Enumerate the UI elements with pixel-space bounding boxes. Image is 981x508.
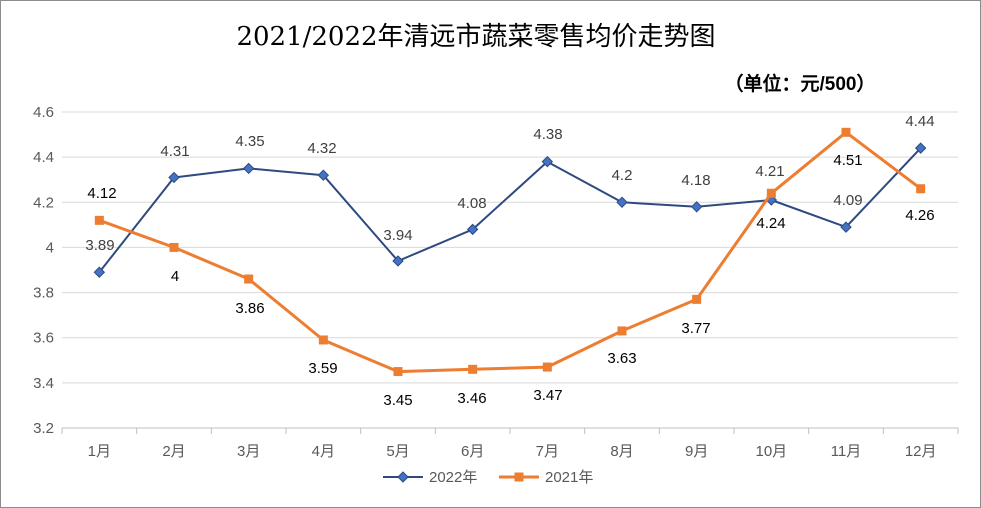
- unit-note: （单位：元/500）: [725, 72, 876, 95]
- data-label-2022: 4.09: [833, 192, 862, 209]
- data-label-2022: 4.2: [612, 167, 633, 184]
- data-label-2022: 4.44: [905, 113, 934, 130]
- y-tick-label: 4.2: [33, 194, 54, 211]
- series-layer: [93, 127, 927, 377]
- data-point-2022: [466, 223, 479, 236]
- data-point-2022: [840, 221, 852, 233]
- data-point-2022: [93, 266, 106, 278]
- data-labels: 3.89 4.31 4.35 4.32 3.94 4.08 4.38 4.2 4.18 4.21 4…: [85, 113, 934, 409]
- data-label-2021: 3.63: [607, 350, 636, 367]
- y-axis-ticks: 3.2 3.4 3.6 3.8 4 4.2 4.4 4.6: [33, 104, 54, 437]
- data-point-2022: [690, 201, 703, 213]
- x-tick-label: 11月: [831, 443, 862, 460]
- data-point-2021: [617, 326, 627, 336]
- data-point-2022: [541, 155, 554, 168]
- data-label-2022: 4.31: [160, 143, 189, 160]
- series-line-2021: [98, 130, 922, 374]
- y-tick-label: 3.6: [33, 330, 54, 347]
- data-point-2021: [94, 215, 104, 225]
- data-label-2021: 3.86: [235, 300, 264, 317]
- data-label-2021: 4.12: [87, 185, 116, 202]
- data-label-2021: 4: [171, 268, 179, 285]
- grid-lines: [62, 111, 958, 429]
- data-label-2022: 4.21: [755, 163, 784, 180]
- data-label-2022: 3.94: [383, 227, 412, 244]
- legend-marker-2021: [514, 472, 524, 482]
- x-axis-ticks: 1月 2月 3月 4月 5月 6月 7月 8月 9月 10月 11月 12月: [61, 427, 959, 460]
- data-label-2021: 3.59: [308, 360, 337, 377]
- data-point-2021: [542, 362, 552, 372]
- y-tick-label: 3.2: [33, 420, 54, 437]
- data-point-2022: [616, 196, 628, 208]
- data-point-2022: [392, 255, 404, 267]
- data-point-2022: [914, 142, 927, 154]
- data-point-2021: [766, 188, 776, 198]
- data-label-2022: 4.08: [457, 195, 486, 212]
- legend-label-2021: 2021年: [545, 469, 593, 486]
- y-tick-label: 4: [46, 239, 54, 256]
- x-tick-label: 12月: [905, 443, 937, 460]
- x-tick-label: 10月: [755, 443, 787, 460]
- y-tick-label: 4.4: [33, 149, 54, 166]
- data-point-2021: [916, 184, 926, 194]
- data-point-2021: [841, 127, 851, 137]
- data-label-2021: 4.26: [905, 207, 934, 224]
- data-label-2021: 4.24: [756, 215, 785, 232]
- data-point-2021: [318, 335, 328, 345]
- data-point-2021: [468, 364, 478, 374]
- data-label-2021: 3.47: [533, 387, 562, 404]
- legend: 2022年 2021年: [383, 469, 593, 486]
- y-tick-label: 3.8: [33, 285, 54, 302]
- x-tick-label: 3月: [237, 443, 260, 460]
- x-tick-label: 5月: [386, 443, 409, 460]
- data-label-2022: 4.18: [681, 172, 710, 189]
- x-tick-label: 6月: [461, 443, 484, 460]
- x-tick-label: 8月: [610, 443, 633, 460]
- data-point-2021: [692, 294, 702, 304]
- legend-label-2022: 2022年: [429, 469, 477, 486]
- data-label-2021: 3.46: [457, 390, 486, 407]
- data-label-2022: 3.89: [85, 237, 114, 254]
- legend-marker-2022: [397, 471, 409, 483]
- data-label-2021: 3.45: [383, 392, 412, 409]
- data-label-2021: 4.51: [833, 152, 862, 169]
- data-label-2021: 3.77: [681, 320, 710, 337]
- data-point-2021: [393, 367, 403, 377]
- x-tick-label: 7月: [536, 443, 559, 460]
- x-tick-label: 1月: [88, 443, 111, 460]
- data-label-2022: 4.38: [533, 126, 562, 143]
- x-tick-label: 9月: [685, 443, 708, 460]
- data-point-2022: [317, 169, 330, 181]
- x-tick-label: 4月: [312, 443, 335, 460]
- x-tick-label: 2月: [162, 443, 185, 460]
- data-point-2021: [169, 242, 179, 252]
- series-line-2022: [98, 147, 922, 273]
- data-point-2021: [244, 274, 254, 284]
- data-point-2022: [168, 171, 180, 184]
- data-point-2022: [242, 162, 255, 175]
- data-label-2022: 4.32: [307, 140, 336, 157]
- y-tick-label: 3.4: [33, 375, 54, 392]
- y-tick-label: 4.6: [33, 104, 54, 121]
- data-label-2022: 4.35: [235, 133, 264, 150]
- chart-title: 2021/2022年清远市蔬菜零售均价走势图: [236, 22, 715, 52]
